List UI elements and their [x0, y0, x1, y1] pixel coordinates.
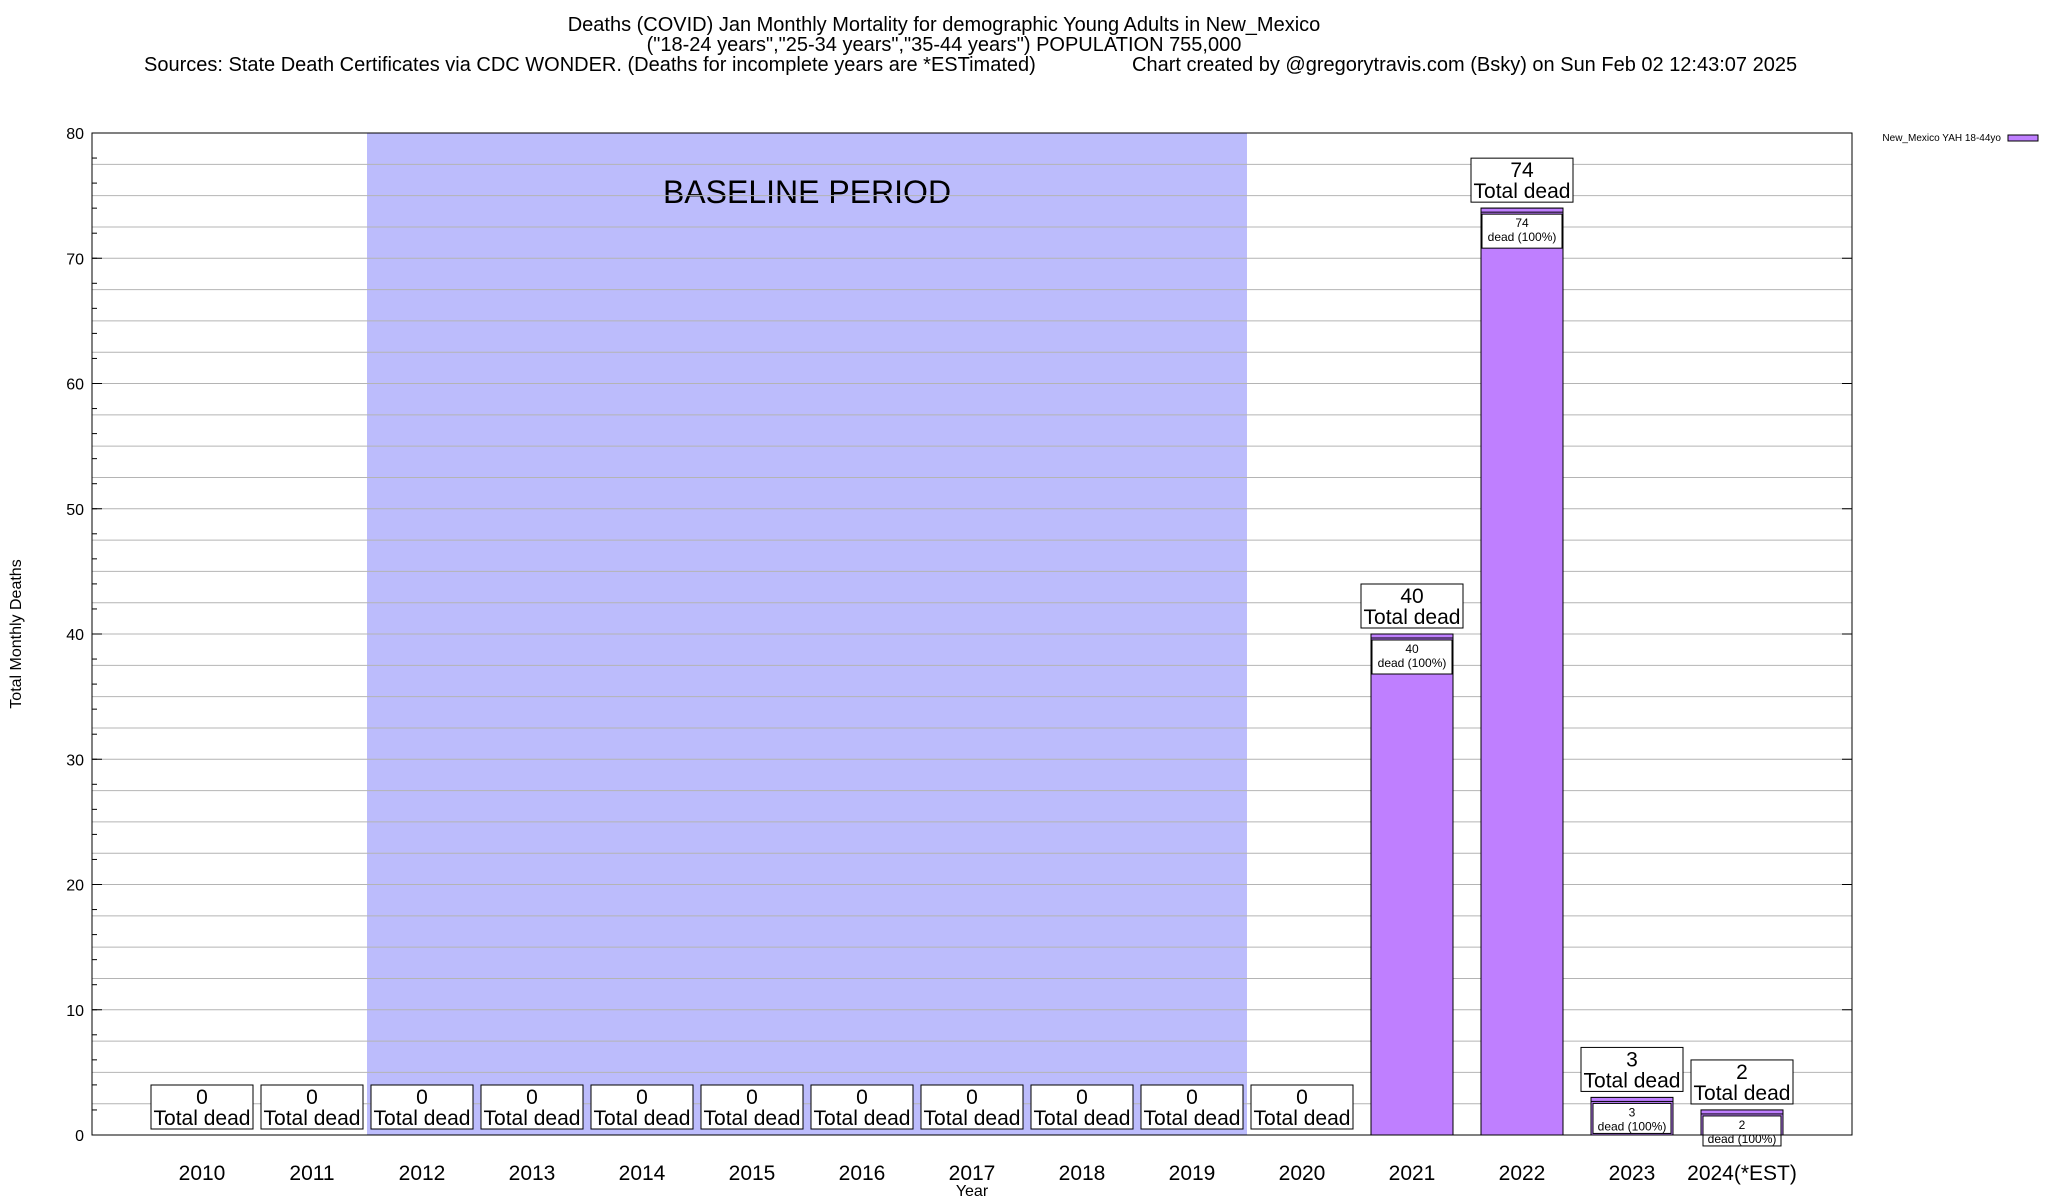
bar-top-band	[1370, 633, 1454, 639]
total-label-value: 0	[966, 1086, 978, 1109]
y-tick-label: 60	[66, 377, 84, 394]
total-label-box	[1030, 1084, 1134, 1130]
total-label-box	[920, 1084, 1024, 1130]
y-tick-label: 80	[66, 126, 84, 143]
y-tick-label: 10	[66, 1003, 84, 1020]
x-tick-label: 2014	[619, 1162, 666, 1185]
total-label-value: 0	[1076, 1086, 1088, 1109]
chart-credit: Chart created by @gregorytravis.com (Bsk…	[1132, 54, 1798, 76]
x-tick-label: 2013	[509, 1162, 556, 1185]
bar-top-band	[1700, 1109, 1784, 1115]
inner-label-box	[1371, 639, 1453, 675]
legend-label: New_Mexico YAH 18-44yo	[1882, 133, 2001, 144]
x-tick-label: 2016	[839, 1162, 886, 1185]
inner-label-value: 3	[1629, 1105, 1636, 1119]
y-tick-label: 0	[75, 1128, 84, 1145]
total-label-text: Total dead	[1584, 1069, 1681, 1092]
total-label-value: 0	[306, 1086, 318, 1109]
x-tick-label: 2021	[1389, 1162, 1436, 1185]
y-tick-label: 30	[66, 752, 84, 769]
chart-title: Deaths (COVID) Jan Monthly Mortality for…	[567, 14, 1321, 36]
y-tick-label: 50	[66, 502, 84, 519]
chart-subtitle: ("18-24 years","25-34 years","35-44 year…	[646, 34, 1242, 56]
inner-label-box	[1481, 213, 1563, 249]
total-label-text: Total dead	[704, 1107, 801, 1130]
total-label-box	[480, 1084, 584, 1130]
total-label-value: 2	[1736, 1061, 1748, 1084]
total-label-value: 40	[1400, 585, 1423, 608]
total-label-box	[1580, 1046, 1684, 1092]
inner-label-box	[1592, 1102, 1672, 1134]
total-label-box	[590, 1084, 694, 1130]
total-label-box	[1140, 1084, 1244, 1130]
chart-sources: Sources: State Death Certificates via CD…	[144, 54, 1036, 76]
baseline-label: BASELINE PERIOD	[663, 174, 951, 210]
x-tick-label: 2022	[1499, 1162, 1546, 1185]
x-tick-label: 2019	[1169, 1162, 1216, 1185]
total-label-value: 74	[1510, 159, 1534, 182]
total-label-value: 0	[746, 1086, 758, 1109]
total-label-value: 3	[1626, 1048, 1638, 1071]
total-label-text: Total dead	[1474, 180, 1571, 203]
total-label-text: Total dead	[154, 1107, 251, 1130]
inner-label-value: 74	[1515, 216, 1529, 230]
x-tick-label: 2024(*EST)	[1687, 1162, 1797, 1185]
x-tick-label: 2011	[289, 1162, 334, 1185]
total-label-text: Total dead	[814, 1107, 911, 1130]
inner-label-text: dead (100%)	[1488, 230, 1557, 244]
total-label-text: Total dead	[374, 1107, 471, 1130]
total-label-box	[370, 1084, 474, 1130]
total-label-box	[810, 1084, 914, 1130]
total-label-value: 0	[196, 1086, 208, 1109]
x-tick-label: 2018	[1059, 1162, 1106, 1185]
x-tick-label: 2015	[729, 1162, 776, 1185]
total-label-text: Total dead	[484, 1107, 581, 1130]
total-label-text: Total dead	[1144, 1107, 1241, 1130]
inner-label-text: dead (100%)	[1378, 656, 1447, 670]
inner-label-text: dead (100%)	[1708, 1132, 1777, 1146]
total-label-value: 0	[416, 1086, 428, 1109]
total-label-box	[1470, 157, 1574, 203]
y-axis-label: Total Monthly Deaths	[8, 559, 25, 708]
x-tick-label: 2017	[949, 1162, 996, 1185]
total-label-value: 0	[636, 1086, 648, 1109]
inner-label-value: 2	[1739, 1118, 1746, 1132]
x-tick-label: 2012	[399, 1162, 446, 1185]
total-label-text: Total dead	[924, 1107, 1021, 1130]
inner-label-value: 40	[1405, 642, 1419, 656]
total-label-text: Total dead	[1254, 1107, 1351, 1130]
bar-top-band	[1480, 207, 1564, 213]
total-label-box	[260, 1084, 364, 1130]
total-label-box	[150, 1084, 254, 1130]
bar-top-band	[1590, 1096, 1674, 1102]
bar-2021	[1370, 633, 1454, 1136]
x-axis-label: Year	[956, 1183, 989, 1200]
total-label-text: Total dead	[594, 1107, 691, 1130]
total-label-text: Total dead	[1034, 1107, 1131, 1130]
y-tick-label: 40	[66, 627, 84, 644]
x-tick-label: 2010	[179, 1162, 226, 1185]
inner-label-text: dead (100%)	[1598, 1119, 1667, 1133]
total-label-box	[1250, 1084, 1354, 1130]
x-tick-label: 2020	[1279, 1162, 1326, 1185]
y-tick-label: 70	[66, 251, 84, 268]
total-label-box	[1690, 1059, 1794, 1105]
total-label-box	[700, 1084, 804, 1130]
y-tick-label: 20	[66, 878, 84, 895]
total-label-value: 0	[1186, 1086, 1198, 1109]
total-label-text: Total dead	[264, 1107, 361, 1130]
total-label-text: Total dead	[1364, 606, 1461, 629]
legend-swatch	[2007, 134, 2039, 142]
inner-label-box	[1702, 1115, 1782, 1147]
bar-2022	[1480, 207, 1564, 1136]
x-tick-label: 2023	[1609, 1162, 1656, 1185]
total-label-value: 0	[856, 1086, 868, 1109]
total-label-box	[1360, 583, 1464, 629]
total-label-text: Total dead	[1694, 1082, 1791, 1105]
total-label-value: 0	[526, 1086, 538, 1109]
total-label-value: 0	[1296, 1086, 1308, 1109]
